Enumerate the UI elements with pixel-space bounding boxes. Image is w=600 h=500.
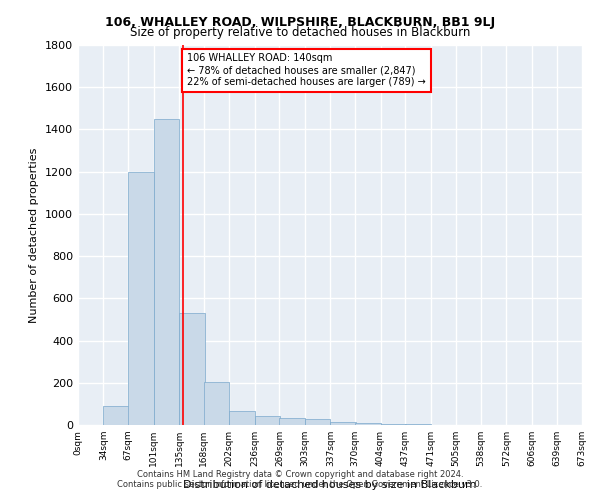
Text: Contains HM Land Registry data © Crown copyright and database right 2024.
Contai: Contains HM Land Registry data © Crown c…: [118, 470, 482, 489]
Bar: [128, 172, 154, 425]
Bar: [280, 418, 305, 425]
Bar: [305, 419, 331, 425]
Text: 106, WHALLEY ROAD, WILPSHIRE, BLACKBURN, BB1 9LJ: 106, WHALLEY ROAD, WILPSHIRE, BLACKBURN,…: [105, 16, 495, 29]
Bar: [405, 424, 431, 425]
Bar: [355, 424, 380, 425]
Bar: [179, 313, 205, 425]
X-axis label: Distribution of detached houses by size in Blackburn: Distribution of detached houses by size …: [183, 480, 477, 490]
Bar: [154, 119, 179, 425]
Bar: [331, 422, 356, 425]
Text: 106 WHALLEY ROAD: 140sqm
← 78% of detached houses are smaller (2,847)
22% of sem: 106 WHALLEY ROAD: 140sqm ← 78% of detach…: [187, 54, 426, 86]
Y-axis label: Number of detached properties: Number of detached properties: [29, 148, 40, 322]
Bar: [229, 412, 255, 425]
Bar: [255, 416, 280, 425]
Bar: [204, 382, 229, 425]
Text: Size of property relative to detached houses in Blackburn: Size of property relative to detached ho…: [130, 26, 470, 39]
Bar: [103, 406, 129, 425]
Bar: [380, 424, 406, 425]
